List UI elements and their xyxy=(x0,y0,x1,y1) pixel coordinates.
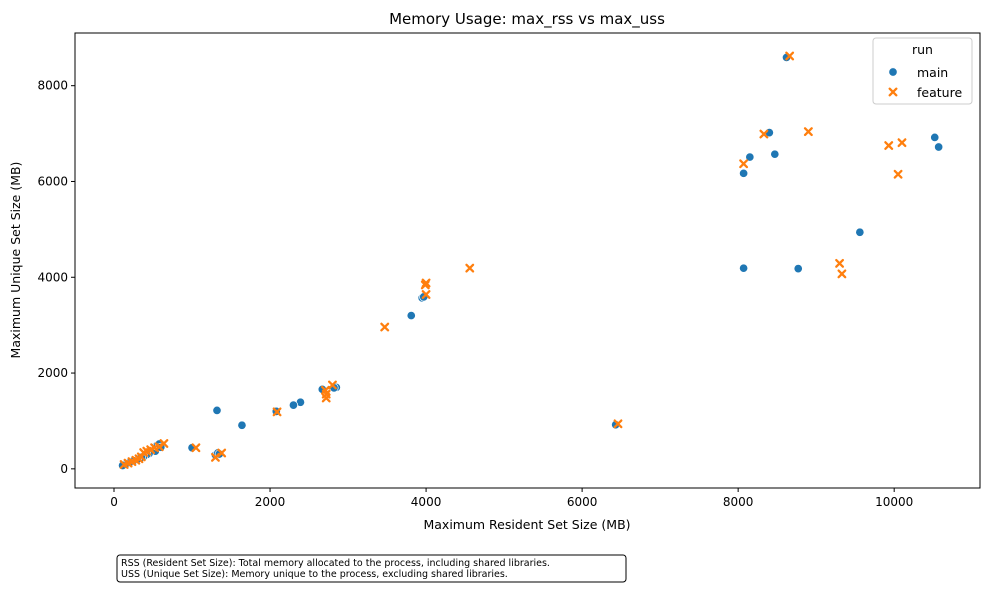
x-tick-label: 8000 xyxy=(723,495,754,509)
data-point-feature xyxy=(613,419,623,429)
y-tick-label: 8000 xyxy=(37,79,68,93)
annotation-line-rss: RSS (Resident Set Size): Total memory al… xyxy=(121,558,550,569)
chart-title: Memory Usage: max_rss vs max_uss xyxy=(389,10,665,29)
data-point-main xyxy=(930,132,940,142)
data-point-feature xyxy=(837,269,847,279)
series-feature xyxy=(119,51,907,469)
data-point-main xyxy=(739,168,749,178)
data-point-feature xyxy=(897,138,907,148)
legend-frame xyxy=(872,37,973,105)
data-point-feature xyxy=(739,159,749,169)
data-point-main xyxy=(855,227,865,237)
legend-marker-feature xyxy=(888,87,898,97)
data-point-main xyxy=(212,405,222,415)
data-point-feature xyxy=(272,407,282,417)
x-tick-label: 6000 xyxy=(567,495,598,509)
annotation-box: RSS (Resident Set Size): Total memory al… xyxy=(116,554,627,583)
data-point-feature xyxy=(191,443,201,453)
legend-label-main: main xyxy=(917,65,948,80)
x-tick-label: 10000 xyxy=(875,495,913,509)
y-axis-label: Maximum Unique Set Size (MB) xyxy=(8,162,23,359)
data-point-feature xyxy=(884,141,894,151)
plot-area: 0 2000 4000 6000 8000 10000 0 2000 4000 6000 8000 xyxy=(37,32,981,509)
data-point-main xyxy=(237,420,247,430)
data-point-feature xyxy=(328,380,337,390)
x-axis-label: Maximum Resident Set Size (MB) xyxy=(423,517,630,532)
y-tick-label: 2000 xyxy=(37,366,68,380)
annotation-line-uss: USS (Unique Set Size): Memory unique to … xyxy=(121,569,508,580)
data-point-feature xyxy=(835,258,845,268)
plot-frame xyxy=(74,32,981,489)
data-point-feature xyxy=(421,290,431,299)
data-point-main xyxy=(745,152,755,162)
legend-marker-main xyxy=(888,67,898,77)
x-tick-label: 2000 xyxy=(255,495,286,509)
data-point-feature xyxy=(759,129,769,139)
data-point-feature xyxy=(380,322,390,332)
data-point-feature xyxy=(420,280,430,290)
data-point-feature xyxy=(785,51,795,61)
data-point-main xyxy=(739,263,749,273)
data-point-main xyxy=(406,311,416,321)
data-point-main xyxy=(288,400,298,410)
data-point-feature xyxy=(119,460,129,469)
data-point-feature xyxy=(465,263,475,273)
y-tick-label: 0 xyxy=(60,462,68,476)
legend-title: run xyxy=(912,42,933,57)
data-point-main xyxy=(770,149,780,159)
data-point-feature xyxy=(217,448,227,458)
x-tick-label: 4000 xyxy=(411,495,442,509)
y-tick-label: 4000 xyxy=(37,270,68,284)
data-point-main xyxy=(793,264,803,274)
data-point-feature xyxy=(210,452,220,462)
legend-label-feature: feature xyxy=(917,85,962,100)
data-point-feature xyxy=(321,393,331,403)
data-point-feature xyxy=(893,169,903,179)
series-main xyxy=(118,52,944,471)
y-tick-label: 6000 xyxy=(37,174,68,188)
data-point-feature xyxy=(803,127,813,137)
data-point-main xyxy=(934,142,944,152)
legend: run main feature xyxy=(872,37,973,105)
x-tick-label: 0 xyxy=(110,495,118,509)
